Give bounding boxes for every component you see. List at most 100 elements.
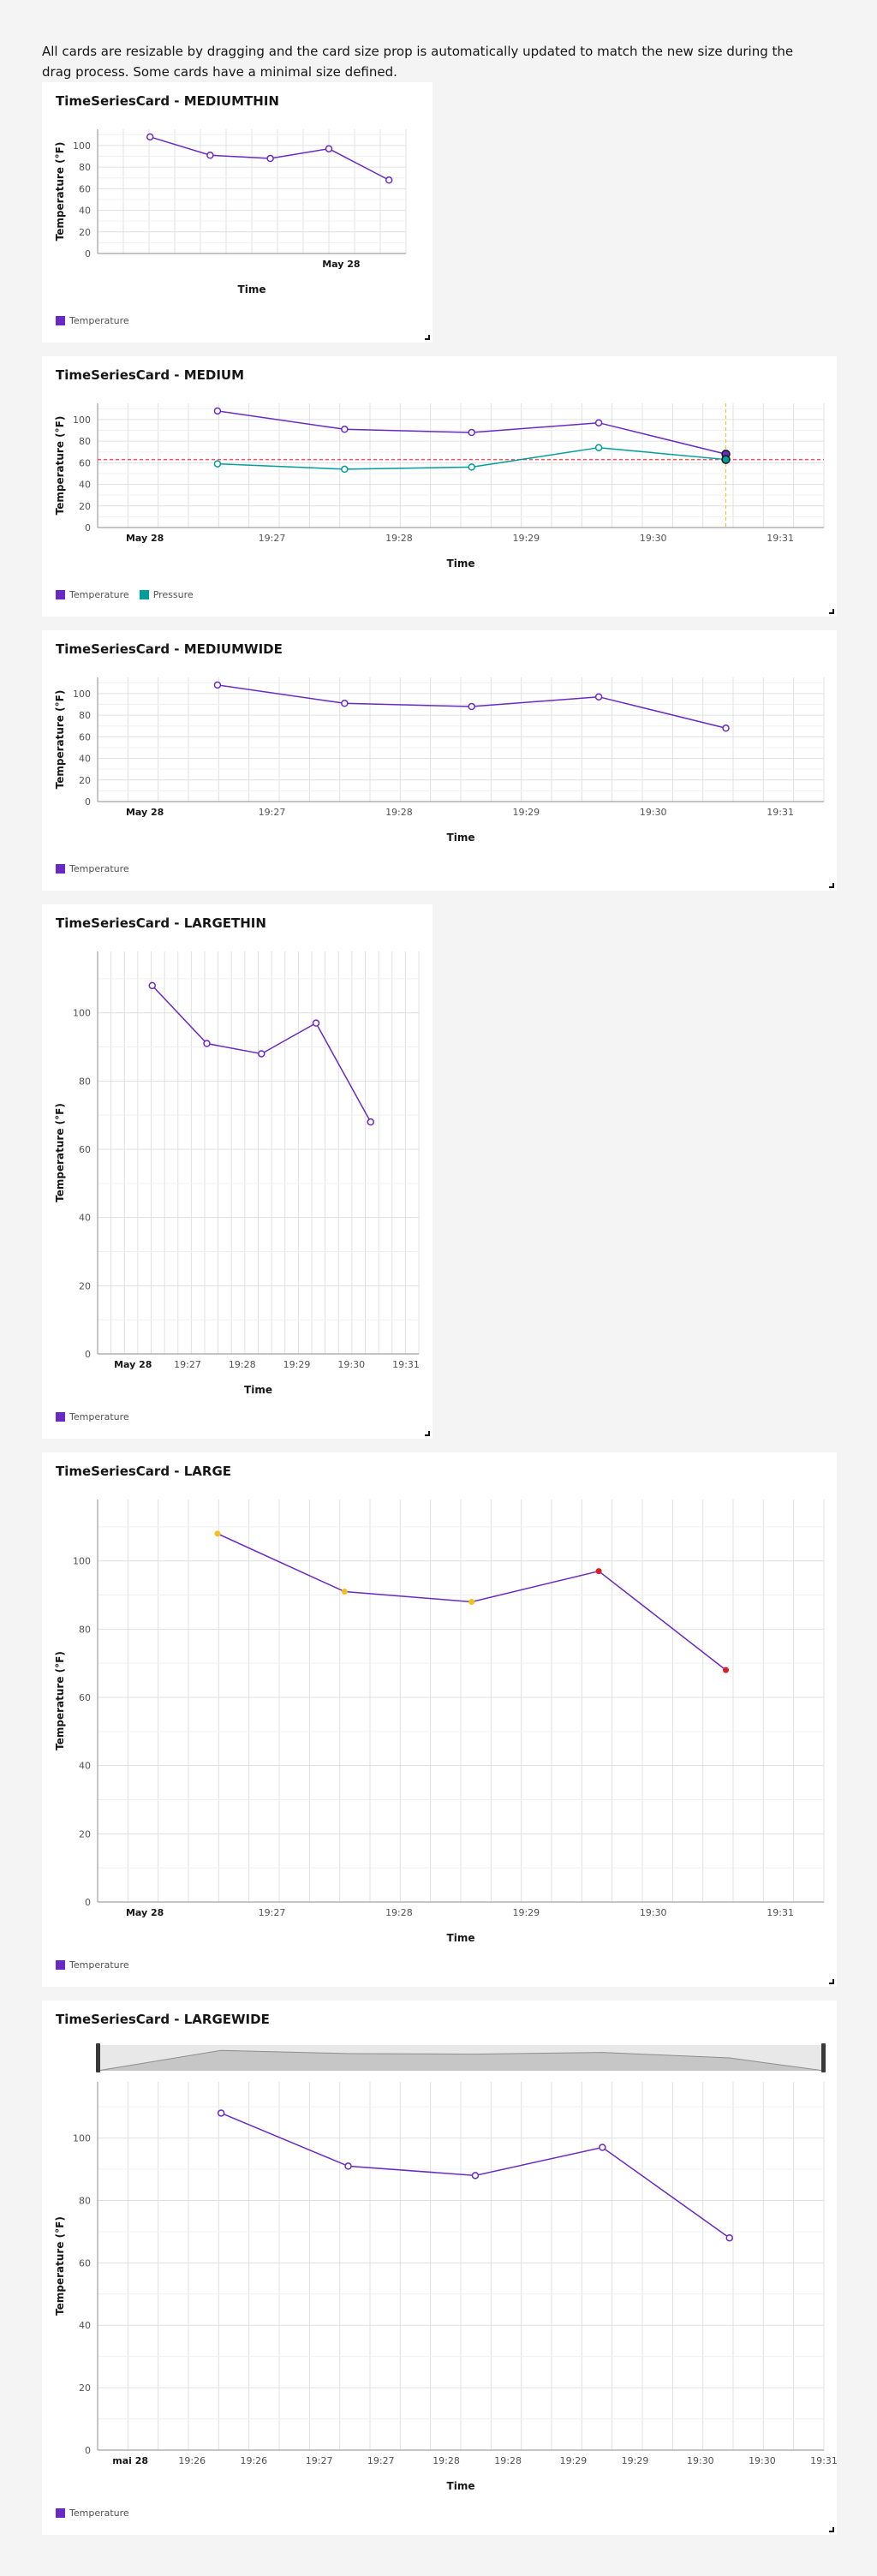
y-tick-label: 40 <box>79 754 91 765</box>
legend-item[interactable]: Temperature <box>56 1959 129 1971</box>
resize-handle[interactable] <box>425 335 430 340</box>
x-axis-title: Time <box>447 2480 475 2492</box>
legend-item[interactable]: Temperature <box>56 1411 129 1422</box>
line-chart: 0 20 40 60 80 100 May 28 Time Temperature (°F) <box>54 129 407 295</box>
intro-text: All cards are resizable by dragging and … <box>42 44 794 80</box>
legend-item[interactable]: Temperature <box>56 589 129 600</box>
legend-label: Temperature <box>69 315 129 326</box>
legend-swatch <box>139 590 149 599</box>
y-tick-label: 0 <box>85 796 91 808</box>
legend: Temperature <box>56 863 129 874</box>
resize-handle[interactable] <box>829 609 834 614</box>
data-point <box>367 1118 374 1126</box>
data-point <box>214 1530 221 1537</box>
timeseries-card-medium[interactable]: TimeSeriesCard - MEDIUM 0 20 40 60 80 100 May … <box>42 356 837 617</box>
resize-handle[interactable] <box>829 883 834 888</box>
y-tick-label: 0 <box>85 1897 91 1908</box>
data-point <box>217 2109 225 2117</box>
data-point <box>725 2233 734 2242</box>
y-tick-label: 0 <box>85 522 91 534</box>
data-point <box>148 981 156 990</box>
y-tick-label: 20 <box>79 1828 91 1840</box>
data-point <box>325 145 333 152</box>
x-tick-label: May 28 <box>322 259 360 270</box>
x-tick-label: 19:26 <box>240 2455 267 2466</box>
card-title: TimeSeriesCard - LARGETHIN <box>56 915 266 931</box>
x-axis-title: Time <box>238 283 266 295</box>
y-tick-label: 100 <box>73 1556 91 1567</box>
resize-handle[interactable] <box>425 1431 430 1436</box>
card-title: TimeSeriesCard - MEDIUMTHIN <box>56 93 279 109</box>
x-tick-label: 19:29 <box>622 2455 649 2466</box>
y-tick-label: 60 <box>79 1144 91 1155</box>
card-title: TimeSeriesCard - MEDIUMWIDE <box>56 641 283 657</box>
x-tick-label: 19:31 <box>767 1907 794 1918</box>
data-point <box>594 444 603 451</box>
y-tick-label: 100 <box>73 140 91 152</box>
x-tick-label: 19:30 <box>337 1359 365 1370</box>
x-tick-label: 19:27 <box>367 2455 395 2466</box>
y-tick-label: 80 <box>79 162 91 173</box>
timeseries-card-mediumthin[interactable]: TimeSeriesCard - MEDIUMTHIN 0 20 40 60 80 100… <box>42 82 433 343</box>
y-axis-title: Temperature (°F) <box>54 416 66 516</box>
y-tick-label: 40 <box>79 1213 91 1224</box>
card-title: TimeSeriesCard - LARGE <box>56 1464 232 1479</box>
data-point <box>468 428 475 437</box>
legend-item[interactable]: Pressure <box>139 589 194 600</box>
data-point <box>344 2162 352 2170</box>
grid <box>97 2082 825 2451</box>
line-chart: 0 20 40 60 80 100 May 28 19:27 19:28 19:29 19:30 19… <box>54 403 825 569</box>
x-axis-title: Time <box>447 558 475 569</box>
line-chart: 0 20 40 60 80 100 May 28 19:27 19:28 19:29 19:30 19… <box>54 1500 825 1944</box>
data-point-selected <box>721 455 731 464</box>
legend-swatch <box>56 864 65 874</box>
timeseries-card-large[interactable]: TimeSeriesCard - LARGE 0 20 40 60 80 100 May 2… <box>42 1452 837 1987</box>
legend-swatch <box>56 2508 65 2518</box>
line-chart: 0 20 40 60 80 100 mai 28 19:26 19:26 19:27 19:27 19… <box>54 2043 837 2492</box>
x-tick-label: 19:27 <box>306 2455 333 2466</box>
card-title: TimeSeriesCard - MEDIUM <box>56 367 245 383</box>
data-point <box>722 724 730 732</box>
x-axis-title: Time <box>447 832 475 844</box>
legend-item[interactable]: Temperature <box>56 315 129 326</box>
x-tick-label: 19:27 <box>259 807 286 818</box>
x-tick-label: May 28 <box>126 1907 164 1918</box>
grid <box>97 403 825 528</box>
y-tick-label: 60 <box>79 457 91 468</box>
timeseries-card-mediumwide[interactable]: TimeSeriesCard - MEDIUMWIDE 0 20 40 60 80 100… <box>42 630 837 891</box>
legend-swatch <box>56 1960 65 1970</box>
data-point <box>341 426 349 433</box>
resize-handle[interactable] <box>829 2527 834 2532</box>
y-tick-label: 40 <box>79 206 91 217</box>
zoom-bar[interactable] <box>96 2043 826 2072</box>
zoom-handle-right[interactable] <box>821 2043 826 2072</box>
data-point <box>312 1019 320 1027</box>
data-point <box>594 693 603 701</box>
y-tick-label: 60 <box>79 2257 91 2269</box>
x-tick-label: 19:30 <box>687 2455 714 2466</box>
legend-item[interactable]: Temperature <box>56 2507 129 2519</box>
x-tick-label: 19:27 <box>259 1907 286 1918</box>
data-point <box>206 152 214 159</box>
data-point <box>594 419 603 426</box>
legend: Temperature <box>56 315 129 326</box>
line-chart: 0 20 40 60 80 100 May 28 19:27 19:28 19:29 19:30 19… <box>54 951 420 1396</box>
zoom-handle-left[interactable] <box>96 2043 100 2072</box>
y-tick-label: 80 <box>79 436 91 447</box>
resize-handle[interactable] <box>829 1979 834 1984</box>
data-point <box>203 1040 211 1047</box>
data-point <box>146 133 154 141</box>
data-point <box>468 702 475 711</box>
y-tick-label: 100 <box>73 1008 91 1019</box>
y-tick-label: 20 <box>79 2382 91 2394</box>
x-tick-label: May 28 <box>126 533 164 544</box>
legend-label: Temperature <box>69 1959 129 1971</box>
x-tick-label: May 28 <box>114 1359 152 1370</box>
timeseries-card-largethin[interactable]: TimeSeriesCard - LARGETHIN 0 20 40 60 80 100 M… <box>42 904 433 1439</box>
y-tick-label: 20 <box>79 501 91 512</box>
x-tick-label: 19:27 <box>259 533 286 544</box>
timeseries-card-largewide[interactable]: TimeSeriesCard - LARGEWIDE 0 20 40 60 80 100 m… <box>42 2001 837 2535</box>
legend-item[interactable]: Temperature <box>56 863 129 874</box>
data-point <box>599 2144 606 2151</box>
data-point <box>468 463 475 471</box>
